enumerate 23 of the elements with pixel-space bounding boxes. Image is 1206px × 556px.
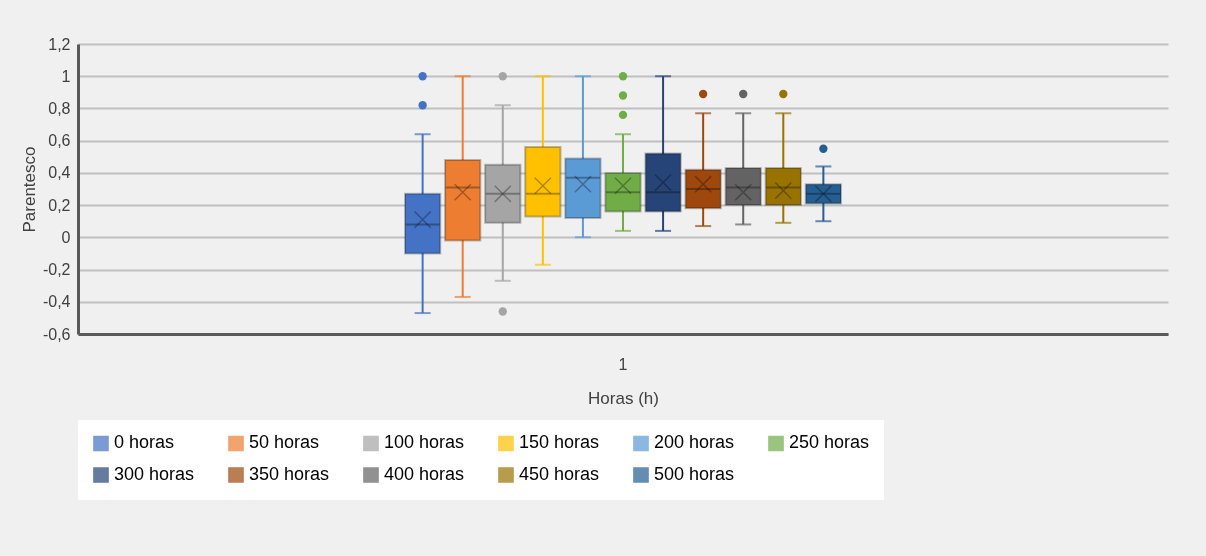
- legend-label: 500 horas: [654, 464, 735, 484]
- legend-label: 150 horas: [519, 432, 600, 453]
- legend-label: 400 horas: [384, 464, 465, 484]
- legend-label: 0 horas: [114, 432, 175, 453]
- legend-label: 450 horas: [519, 464, 600, 484]
- y-tick-label: -0,2: [42, 261, 71, 279]
- y-tick-label: 0,4: [48, 164, 71, 182]
- legend-label: 250 horas: [789, 432, 870, 453]
- y-axis-title: Parentesco: [19, 146, 39, 233]
- y-tick-label: 1: [61, 67, 71, 85]
- legend-label: 200 horas: [654, 432, 735, 453]
- y-tick-label: 0,2: [48, 196, 71, 214]
- y-tick-label: 1,2: [48, 35, 71, 53]
- legend-label: 100 horas: [384, 432, 465, 453]
- y-tick-label: 0,8: [48, 99, 71, 117]
- legend-label: 300 horas: [114, 464, 195, 484]
- y-tick-label: 0,6: [48, 132, 71, 150]
- legend-label: 350 horas: [249, 464, 330, 484]
- legend-label: 50 horas: [249, 432, 320, 453]
- y-tick-label: -0,6: [42, 325, 71, 343]
- y-tick-label: 0: [61, 228, 71, 246]
- y-tick-label: -0,4: [42, 293, 71, 311]
- x-axis-title: Horas (h): [588, 388, 659, 408]
